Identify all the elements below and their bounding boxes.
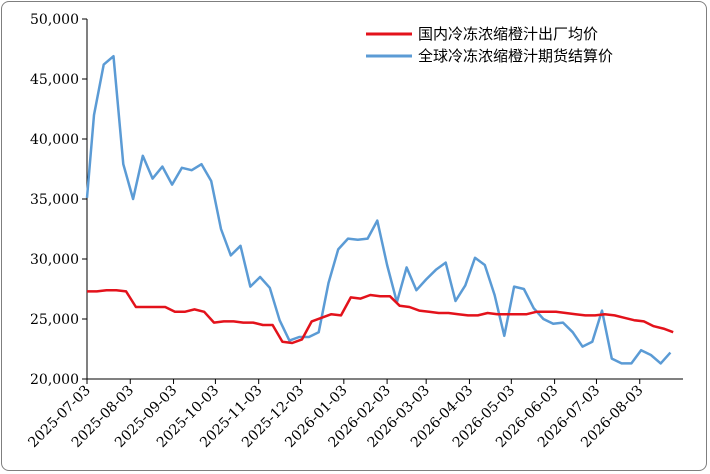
- series-line-domestic: [87, 288, 674, 345]
- y-tick-label: 35,000: [30, 192, 79, 208]
- y-tick-label: 25,000: [30, 312, 79, 328]
- y-tick-label: 45,000: [30, 72, 79, 88]
- legend-label-domestic: 国内冷冻浓缩橙汁出厂均价: [418, 25, 598, 43]
- legend-label-global: 全球冷冻浓缩橙汁期货结算价: [418, 47, 613, 65]
- y-tick-label: 20,000: [30, 372, 79, 388]
- y-tick-label: 50,000: [30, 12, 79, 28]
- legend: 国内冷冻浓缩橙汁出厂均价 全球冷冻浓缩橙汁期货结算价: [366, 25, 613, 65]
- axes: [86, 19, 683, 380]
- x-axis-ticks: 2025-07-032025-08-032025-09-032025-10-03…: [25, 379, 647, 451]
- series-line-global: [85, 54, 672, 365]
- y-axis-ticks: 20,000 25,000 30,000 35,000 40,000 45,000 50,0…: [30, 12, 87, 388]
- series-layer: [85, 54, 674, 365]
- y-tick-label: 30,000: [30, 252, 79, 268]
- y-tick-label: 40,000: [30, 132, 79, 148]
